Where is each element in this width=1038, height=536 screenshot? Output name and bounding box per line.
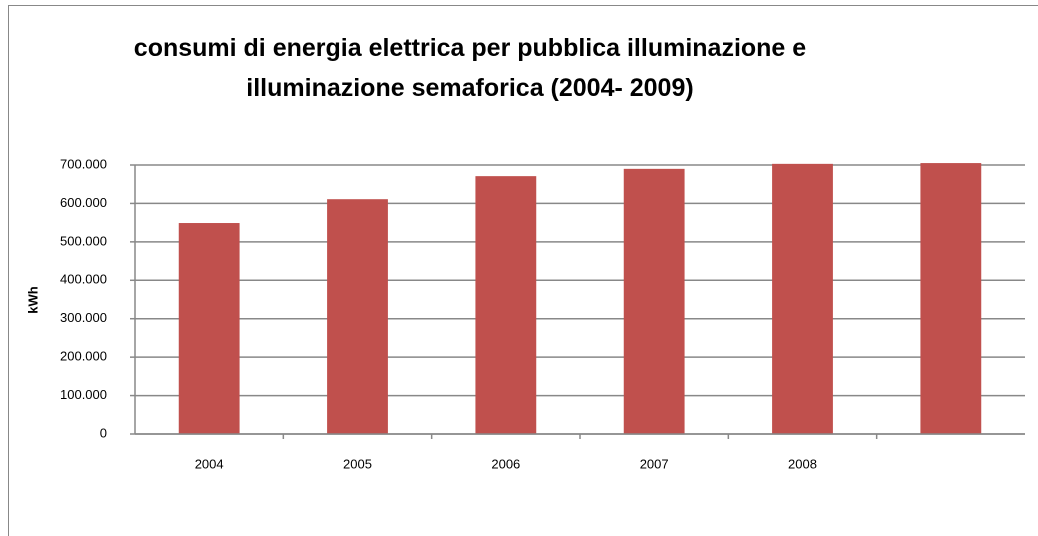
bar bbox=[327, 199, 388, 434]
bar bbox=[178, 223, 240, 434]
y-tick-label: 200.000 bbox=[60, 349, 107, 364]
chart-title: consumi di energia elettrica per pubblic… bbox=[133, 34, 807, 102]
y-tick-label: 700.000 bbox=[60, 156, 107, 171]
y-tick-label: 100.000 bbox=[60, 387, 107, 402]
bar bbox=[920, 163, 982, 435]
y-tick-label: 0 bbox=[100, 425, 107, 440]
y-tick-label: 500.000 bbox=[60, 233, 107, 248]
bar bbox=[772, 163, 833, 434]
y-tick-label: 600.000 bbox=[60, 195, 107, 210]
chart-frame bbox=[8, 5, 1038, 536]
x-tick-label: 2008 bbox=[788, 456, 817, 471]
x-tick-label: 2005 bbox=[343, 456, 372, 471]
x-tick-label: 2004 bbox=[195, 456, 224, 471]
x-tick-label: 2007 bbox=[640, 456, 669, 471]
bar bbox=[475, 176, 537, 434]
y-axis-label: kWh bbox=[25, 286, 40, 314]
y-tick-label: 400.000 bbox=[60, 272, 107, 287]
y-tick-label: 300.000 bbox=[60, 310, 107, 325]
bar bbox=[623, 168, 685, 435]
x-tick-label: 2006 bbox=[491, 456, 520, 471]
